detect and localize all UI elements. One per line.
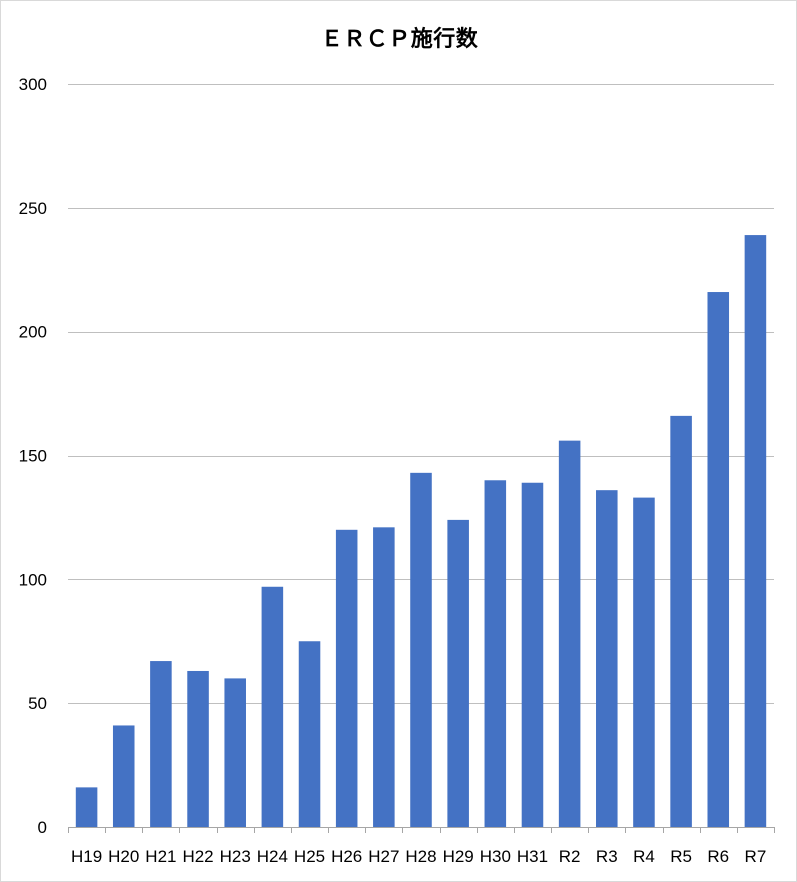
x-tick-label: R3	[596, 847, 618, 866]
x-tick-label: H22	[182, 847, 213, 866]
x-axis-tick-labels: H19 H20 H21 H22 H23 H24 H25 H26 H27 H28 H29 H30 H31 R…	[71, 847, 766, 866]
x-tick-label: H25	[294, 847, 325, 866]
bar-H22	[187, 670, 209, 827]
bar-R4	[633, 497, 655, 827]
y-tick-label: 150	[19, 447, 47, 466]
y-tick-label: 100	[19, 570, 47, 589]
x-tick-label: H23	[220, 847, 251, 866]
bar-H20	[112, 725, 135, 827]
x-tick-label: H29	[443, 847, 474, 866]
chart-title: ＥＲＣＰ施行数	[320, 27, 479, 52]
x-tick-label: R4	[633, 847, 655, 866]
bar-R7	[744, 235, 767, 827]
bar-H30	[484, 480, 507, 827]
x-tick-label: H19	[71, 847, 102, 866]
bar-H24	[261, 586, 284, 827]
x-tick-label: H27	[368, 847, 399, 866]
bars	[75, 235, 767, 827]
x-tick-label: R7	[745, 847, 767, 866]
bar-H29	[447, 519, 469, 827]
x-tick-label: H31	[517, 847, 548, 866]
x-tick-label: R6	[707, 847, 729, 866]
y-axis-tick-labels: 0 50 100 150 200 250 300	[19, 75, 47, 837]
x-tick-label: H20	[108, 847, 139, 866]
y-tick-label: 0	[38, 818, 47, 837]
bar-H21	[150, 661, 172, 827]
x-tick-label: H28	[405, 847, 436, 866]
bar-R6	[707, 292, 730, 827]
x-tick-label: H26	[331, 847, 362, 866]
bar-H25	[298, 641, 321, 827]
bar-H19	[75, 787, 98, 827]
x-tick-label: H21	[145, 847, 176, 866]
x-tick-label: H30	[480, 847, 511, 866]
bar-R3	[596, 490, 618, 827]
y-tick-label: 200	[19, 323, 47, 342]
axes	[68, 827, 775, 833]
y-tick-label: 250	[19, 199, 47, 218]
y-tick-label: 50	[28, 694, 47, 713]
y-tick-label: 300	[19, 75, 47, 94]
bar-H26	[335, 529, 358, 827]
bar-R2	[558, 440, 581, 827]
bar-R5	[670, 415, 692, 827]
x-tick-label: R5	[670, 847, 692, 866]
bar-H31	[521, 482, 544, 827]
bar-H27	[373, 527, 395, 827]
bar-H28	[410, 472, 432, 827]
x-tick-label: H24	[257, 847, 288, 866]
x-tick-label: R2	[559, 847, 581, 866]
bar-H23	[224, 678, 246, 827]
